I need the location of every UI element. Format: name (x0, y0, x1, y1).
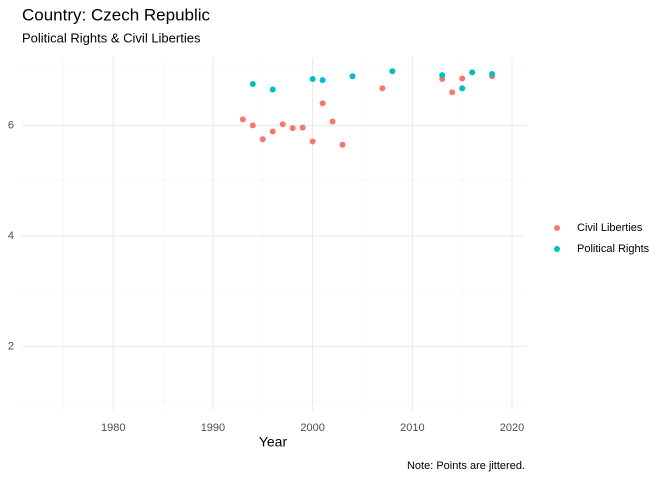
point (379, 85, 386, 92)
x-tick-label: 1980 (101, 422, 125, 434)
x-tick-label: 2020 (500, 422, 524, 434)
y-tick-label: 2 (8, 340, 14, 352)
point (489, 71, 496, 78)
x-axis-label: Year (259, 434, 288, 450)
point (309, 75, 316, 82)
point (239, 116, 246, 123)
point (449, 89, 456, 96)
legend-label: Political Rights (577, 243, 650, 255)
legend-marker (554, 246, 560, 252)
chart-subtitle: Political Rights & Civil Liberties (22, 30, 201, 45)
point (319, 100, 326, 107)
point (439, 72, 446, 79)
point (459, 75, 466, 82)
point (249, 80, 256, 87)
caption: Note: Points are jittered. (407, 460, 525, 472)
point (269, 86, 276, 93)
point (469, 69, 476, 76)
point (329, 118, 336, 125)
x-tick-label: 2010 (400, 422, 424, 434)
point (459, 85, 466, 92)
point (289, 125, 296, 132)
point (269, 128, 276, 135)
point (339, 141, 346, 148)
y-tick-label: 4 (8, 230, 14, 242)
chart-title: Country: Czech Republic (22, 5, 211, 24)
point (259, 136, 266, 143)
point (299, 124, 306, 131)
point (279, 121, 286, 128)
point (319, 77, 326, 84)
point (349, 73, 356, 80)
point (309, 138, 316, 145)
legend-label: Civil Liberties (577, 222, 643, 234)
point (389, 68, 396, 75)
point (249, 122, 256, 129)
x-tick-label: 1990 (201, 422, 225, 434)
y-tick-label: 6 (8, 119, 14, 131)
x-tick-label: 2000 (300, 422, 324, 434)
legend-marker (554, 225, 560, 231)
